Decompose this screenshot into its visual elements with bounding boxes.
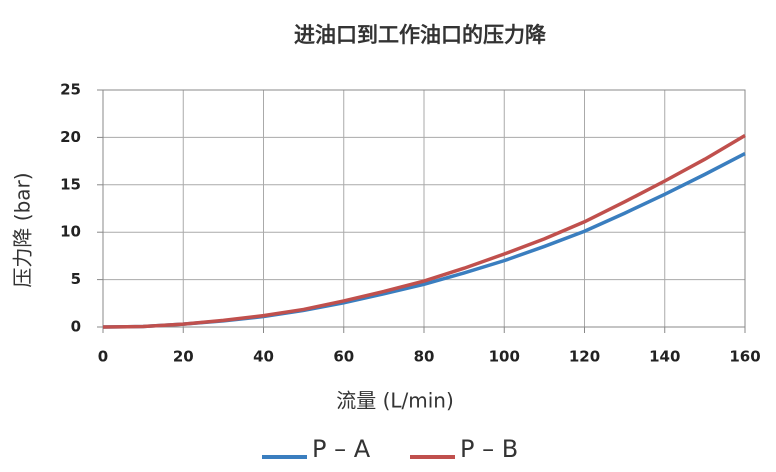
x-tick-label: 20 [173,348,194,366]
y-tick-label: 20 [60,128,81,146]
chart-title: 进油口到工作油口的压力降 [294,23,547,47]
plot-frame [102,89,746,328]
y-axis-label: 压力降 (bar) [11,172,35,287]
y-tick-label: 15 [60,175,81,193]
x-tick-label: 40 [253,348,274,366]
legend-label: P – A [312,435,371,463]
x-axis-label: 流量 (L/min) [336,389,454,413]
y-tick-label: 10 [60,223,81,241]
x-tick-label: 60 [333,348,354,366]
y-tick-label: 25 [60,81,81,99]
x-tick-label: 140 [649,348,680,366]
x-tick-label: 160 [729,348,760,366]
x-tick-label: 120 [569,348,600,366]
x-tick-label: 100 [489,348,520,366]
legend-label: P – B [460,435,518,463]
line-series [102,133,746,329]
x-tick-label: 0 [98,348,108,366]
y-tick-label: 0 [71,318,81,336]
x-tick-label: 80 [414,348,435,366]
y-tick-label: 5 [71,270,81,288]
